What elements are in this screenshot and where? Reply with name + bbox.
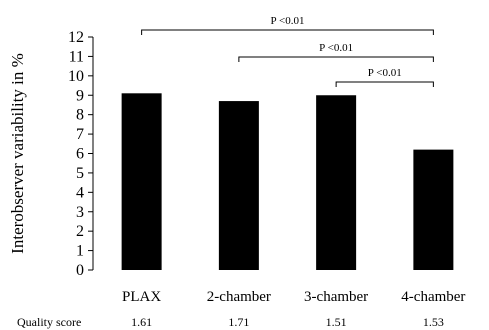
quality-score-value: 1.71 — [228, 315, 249, 329]
chart-labels: Interobserver variability in % PLAX 2-cham… — [8, 53, 465, 329]
y-tick-label: 10 — [68, 68, 84, 85]
significance-bracket — [238, 56, 434, 62]
y-tick-label: 4 — [76, 184, 84, 201]
y-tick-label: 6 — [76, 146, 84, 163]
significance-label: P <0.01 — [368, 67, 402, 79]
quality-score-value: 1.51 — [326, 315, 347, 329]
significance-label: P <0.01 — [271, 15, 305, 27]
significance-bracket — [335, 81, 434, 87]
x-category-label: 2-chamber — [207, 289, 271, 305]
y-tick-label: 7 — [76, 126, 84, 143]
y-tick-label: 9 — [76, 87, 84, 104]
y-tick-label: 1 — [76, 243, 84, 260]
y-axis-title: Interobserver variability in % — [8, 53, 27, 254]
y-tick-label: 11 — [69, 48, 84, 65]
significance-label: P <0.01 — [319, 42, 353, 54]
y-tick-label: 0 — [76, 262, 84, 279]
significance-bracket — [141, 29, 434, 35]
bar-4-chamber — [413, 149, 454, 270]
bar-PLAX — [121, 93, 162, 270]
bar-2-chamber — [218, 101, 259, 270]
x-category-label: 4-chamber — [401, 289, 465, 305]
significance-brackets: P <0.01 P <0.01 P <0.01 — [141, 15, 434, 87]
y-tick-label: 12 — [68, 29, 84, 46]
y-tick-label: 8 — [76, 107, 84, 124]
y-tick-label: 5 — [76, 165, 84, 182]
y-tick-label: 3 — [76, 204, 84, 221]
chart-bars — [121, 93, 454, 270]
quality-score-value: 1.53 — [423, 315, 444, 329]
quality-score-label: Quality score — [17, 315, 81, 329]
x-category-label: 3-chamber — [304, 289, 368, 305]
x-category-label: PLAX — [122, 289, 161, 305]
y-tick-label: 2 — [76, 223, 84, 240]
bar-3-chamber — [316, 95, 357, 270]
quality-score-value: 1.61 — [131, 315, 152, 329]
